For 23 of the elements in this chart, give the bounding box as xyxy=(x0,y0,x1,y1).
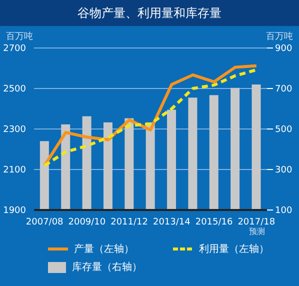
y2-tick-label: 900 xyxy=(275,44,292,54)
legend-label: 产量（左轴） xyxy=(74,242,134,256)
y-tick-label: 2300 xyxy=(3,125,26,136)
y2-tick-label: 500 xyxy=(275,125,292,136)
y-tick-label: 2500 xyxy=(3,84,26,95)
x-tick-label: 2009/10 xyxy=(68,217,106,228)
chart-title: 谷物产量、利用量和库存量 xyxy=(0,0,299,26)
y2-tick-label: 700 xyxy=(275,84,292,95)
y-tick-label: 2100 xyxy=(3,166,26,176)
y-tick-label: 1900 xyxy=(3,206,26,216)
x-tick-label: 2013/14 xyxy=(152,217,191,228)
y2-tick-label: 300 xyxy=(275,166,292,176)
y2-axis-title: 百万吨 xyxy=(266,30,293,43)
x-tick-label: 2015/16 xyxy=(195,217,234,228)
legend-label: 库存量（右轴） xyxy=(72,260,142,274)
x-tick-label: 2017/18 xyxy=(238,217,276,228)
legend-label: 利用量（左轴） xyxy=(199,242,269,256)
y-tick-label: 2700 xyxy=(3,44,26,54)
x-tick-label: 2011/12 xyxy=(110,217,148,228)
x-tick-label: 2007/08 xyxy=(26,217,64,228)
y2-tick-label: 100 xyxy=(275,206,292,216)
text: 预测 xyxy=(249,226,265,237)
y-axis-title: 百万吨 xyxy=(6,30,33,43)
